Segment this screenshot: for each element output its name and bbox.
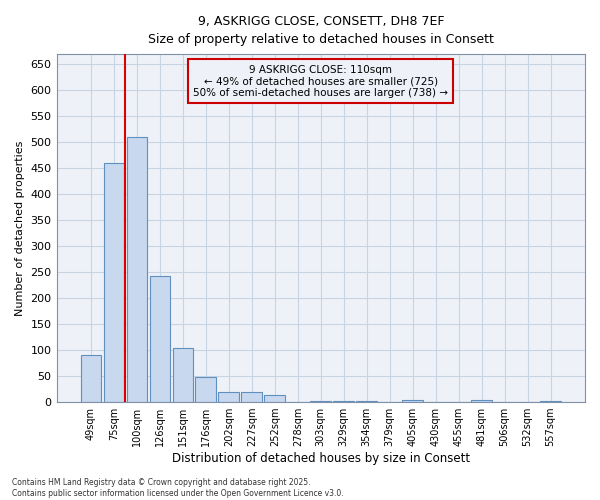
Bar xyxy=(104,163,124,402)
Bar xyxy=(356,400,377,402)
Bar xyxy=(241,392,262,402)
X-axis label: Distribution of detached houses by size in Consett: Distribution of detached houses by size … xyxy=(172,452,470,465)
Text: 9 ASKRIGG CLOSE: 110sqm
← 49% of detached houses are smaller (725)
50% of semi-d: 9 ASKRIGG CLOSE: 110sqm ← 49% of detache… xyxy=(193,64,448,98)
Text: Contains HM Land Registry data © Crown copyright and database right 2025.
Contai: Contains HM Land Registry data © Crown c… xyxy=(12,478,344,498)
Bar xyxy=(80,356,101,402)
Bar xyxy=(310,400,331,402)
Bar xyxy=(334,400,354,402)
Y-axis label: Number of detached properties: Number of detached properties xyxy=(15,140,25,316)
Bar xyxy=(196,377,216,402)
Bar xyxy=(173,348,193,402)
Bar xyxy=(127,137,147,402)
Bar xyxy=(403,400,423,402)
Bar xyxy=(218,392,239,402)
Bar xyxy=(265,396,285,402)
Title: 9, ASKRIGG CLOSE, CONSETT, DH8 7EF
Size of property relative to detached houses : 9, ASKRIGG CLOSE, CONSETT, DH8 7EF Size … xyxy=(148,15,494,46)
Bar xyxy=(540,400,561,402)
Bar xyxy=(149,276,170,402)
Bar xyxy=(472,400,492,402)
